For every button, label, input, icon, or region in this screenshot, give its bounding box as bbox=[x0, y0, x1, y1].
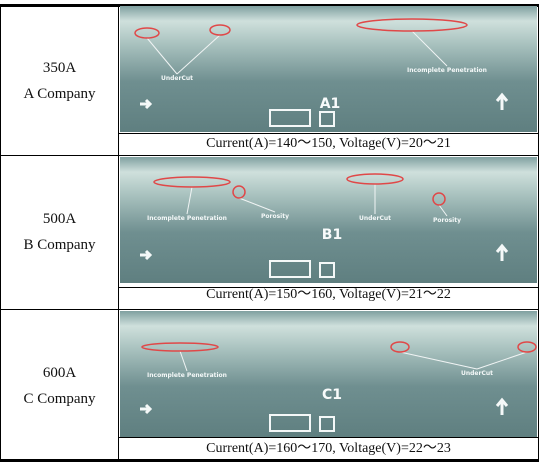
caption: Current(A)=150～160, Voltage(V)=21～22 bbox=[206, 287, 451, 302]
annotation: Incomplete Penetration bbox=[407, 67, 487, 74]
rule bbox=[0, 459, 539, 462]
annotation: UnderCut bbox=[161, 75, 193, 82]
leader bbox=[179, 350, 188, 372]
specimen-id: A1 bbox=[320, 96, 341, 112]
rule bbox=[118, 4, 119, 460]
stamp bbox=[269, 414, 311, 432]
arrow bbox=[140, 249, 153, 261]
label-line: C Company bbox=[23, 390, 96, 407]
leader bbox=[146, 37, 178, 75]
stamp bbox=[269, 260, 311, 278]
rule bbox=[0, 4, 1, 460]
annotation: Incomplete Penetration bbox=[147, 215, 227, 222]
leader bbox=[411, 30, 448, 67]
arrow bbox=[495, 92, 509, 110]
defect-mark bbox=[232, 185, 246, 199]
defect-mark bbox=[432, 192, 446, 206]
specimen-id: B1 bbox=[322, 227, 342, 243]
annotation: Porosity bbox=[261, 213, 289, 220]
annotation: UnderCut bbox=[359, 215, 391, 222]
arrow bbox=[140, 403, 153, 415]
caption: Current(A)=140～150, Voltage(V)=20～21 bbox=[206, 136, 451, 151]
stamp bbox=[269, 109, 311, 127]
leader bbox=[238, 197, 276, 213]
arrow bbox=[495, 243, 509, 261]
row-label: 350A A Company bbox=[1, 6, 118, 155]
radiograph: Incomplete Penetration UnderCut C1 bbox=[120, 311, 537, 437]
stamp bbox=[319, 416, 335, 432]
annotation: Porosity bbox=[433, 217, 461, 224]
label-line: 500A bbox=[42, 210, 77, 227]
leader bbox=[186, 186, 193, 215]
rule bbox=[118, 287, 539, 288]
leader bbox=[399, 351, 478, 370]
arrow bbox=[495, 397, 509, 415]
leader bbox=[176, 34, 221, 75]
label-line: B Company bbox=[23, 236, 96, 253]
defect-mark bbox=[346, 173, 404, 185]
rule bbox=[118, 133, 539, 134]
arrow bbox=[140, 98, 153, 110]
stamp bbox=[319, 111, 335, 127]
rule bbox=[118, 437, 539, 438]
stamp bbox=[319, 262, 335, 278]
leader bbox=[476, 351, 528, 370]
defect-mark bbox=[356, 18, 468, 32]
caption: Current(A)=160～170, Voltage(V)=22～23 bbox=[206, 441, 451, 456]
radiograph: UnderCut Incomplete Penetration A1 bbox=[120, 6, 537, 132]
rule bbox=[0, 155, 539, 156]
label-line: A Company bbox=[23, 85, 96, 102]
annotation: UnderCut bbox=[461, 370, 493, 377]
radiograph: Incomplete Penetration Porosity UnderCut Po… bbox=[120, 157, 537, 283]
rule bbox=[0, 309, 539, 310]
row-label: 600A C Company bbox=[1, 311, 118, 460]
defect-mark bbox=[209, 24, 231, 36]
rule bbox=[0, 4, 539, 7]
defect-mark bbox=[141, 342, 219, 352]
label-line: 350A bbox=[42, 59, 77, 76]
defect-mark bbox=[134, 27, 160, 39]
defect-mark bbox=[390, 341, 410, 353]
defect-mark bbox=[517, 341, 537, 353]
row-label: 500A B Company bbox=[1, 157, 118, 306]
specimen-id: C1 bbox=[322, 387, 342, 403]
defect-mark bbox=[153, 176, 231, 188]
leader bbox=[438, 204, 448, 217]
label-line: 600A bbox=[42, 364, 77, 381]
annotation: Incomplete Penetration bbox=[147, 372, 227, 379]
